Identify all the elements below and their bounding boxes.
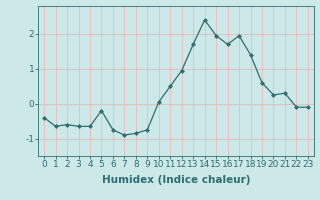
X-axis label: Humidex (Indice chaleur): Humidex (Indice chaleur) xyxy=(102,175,250,185)
